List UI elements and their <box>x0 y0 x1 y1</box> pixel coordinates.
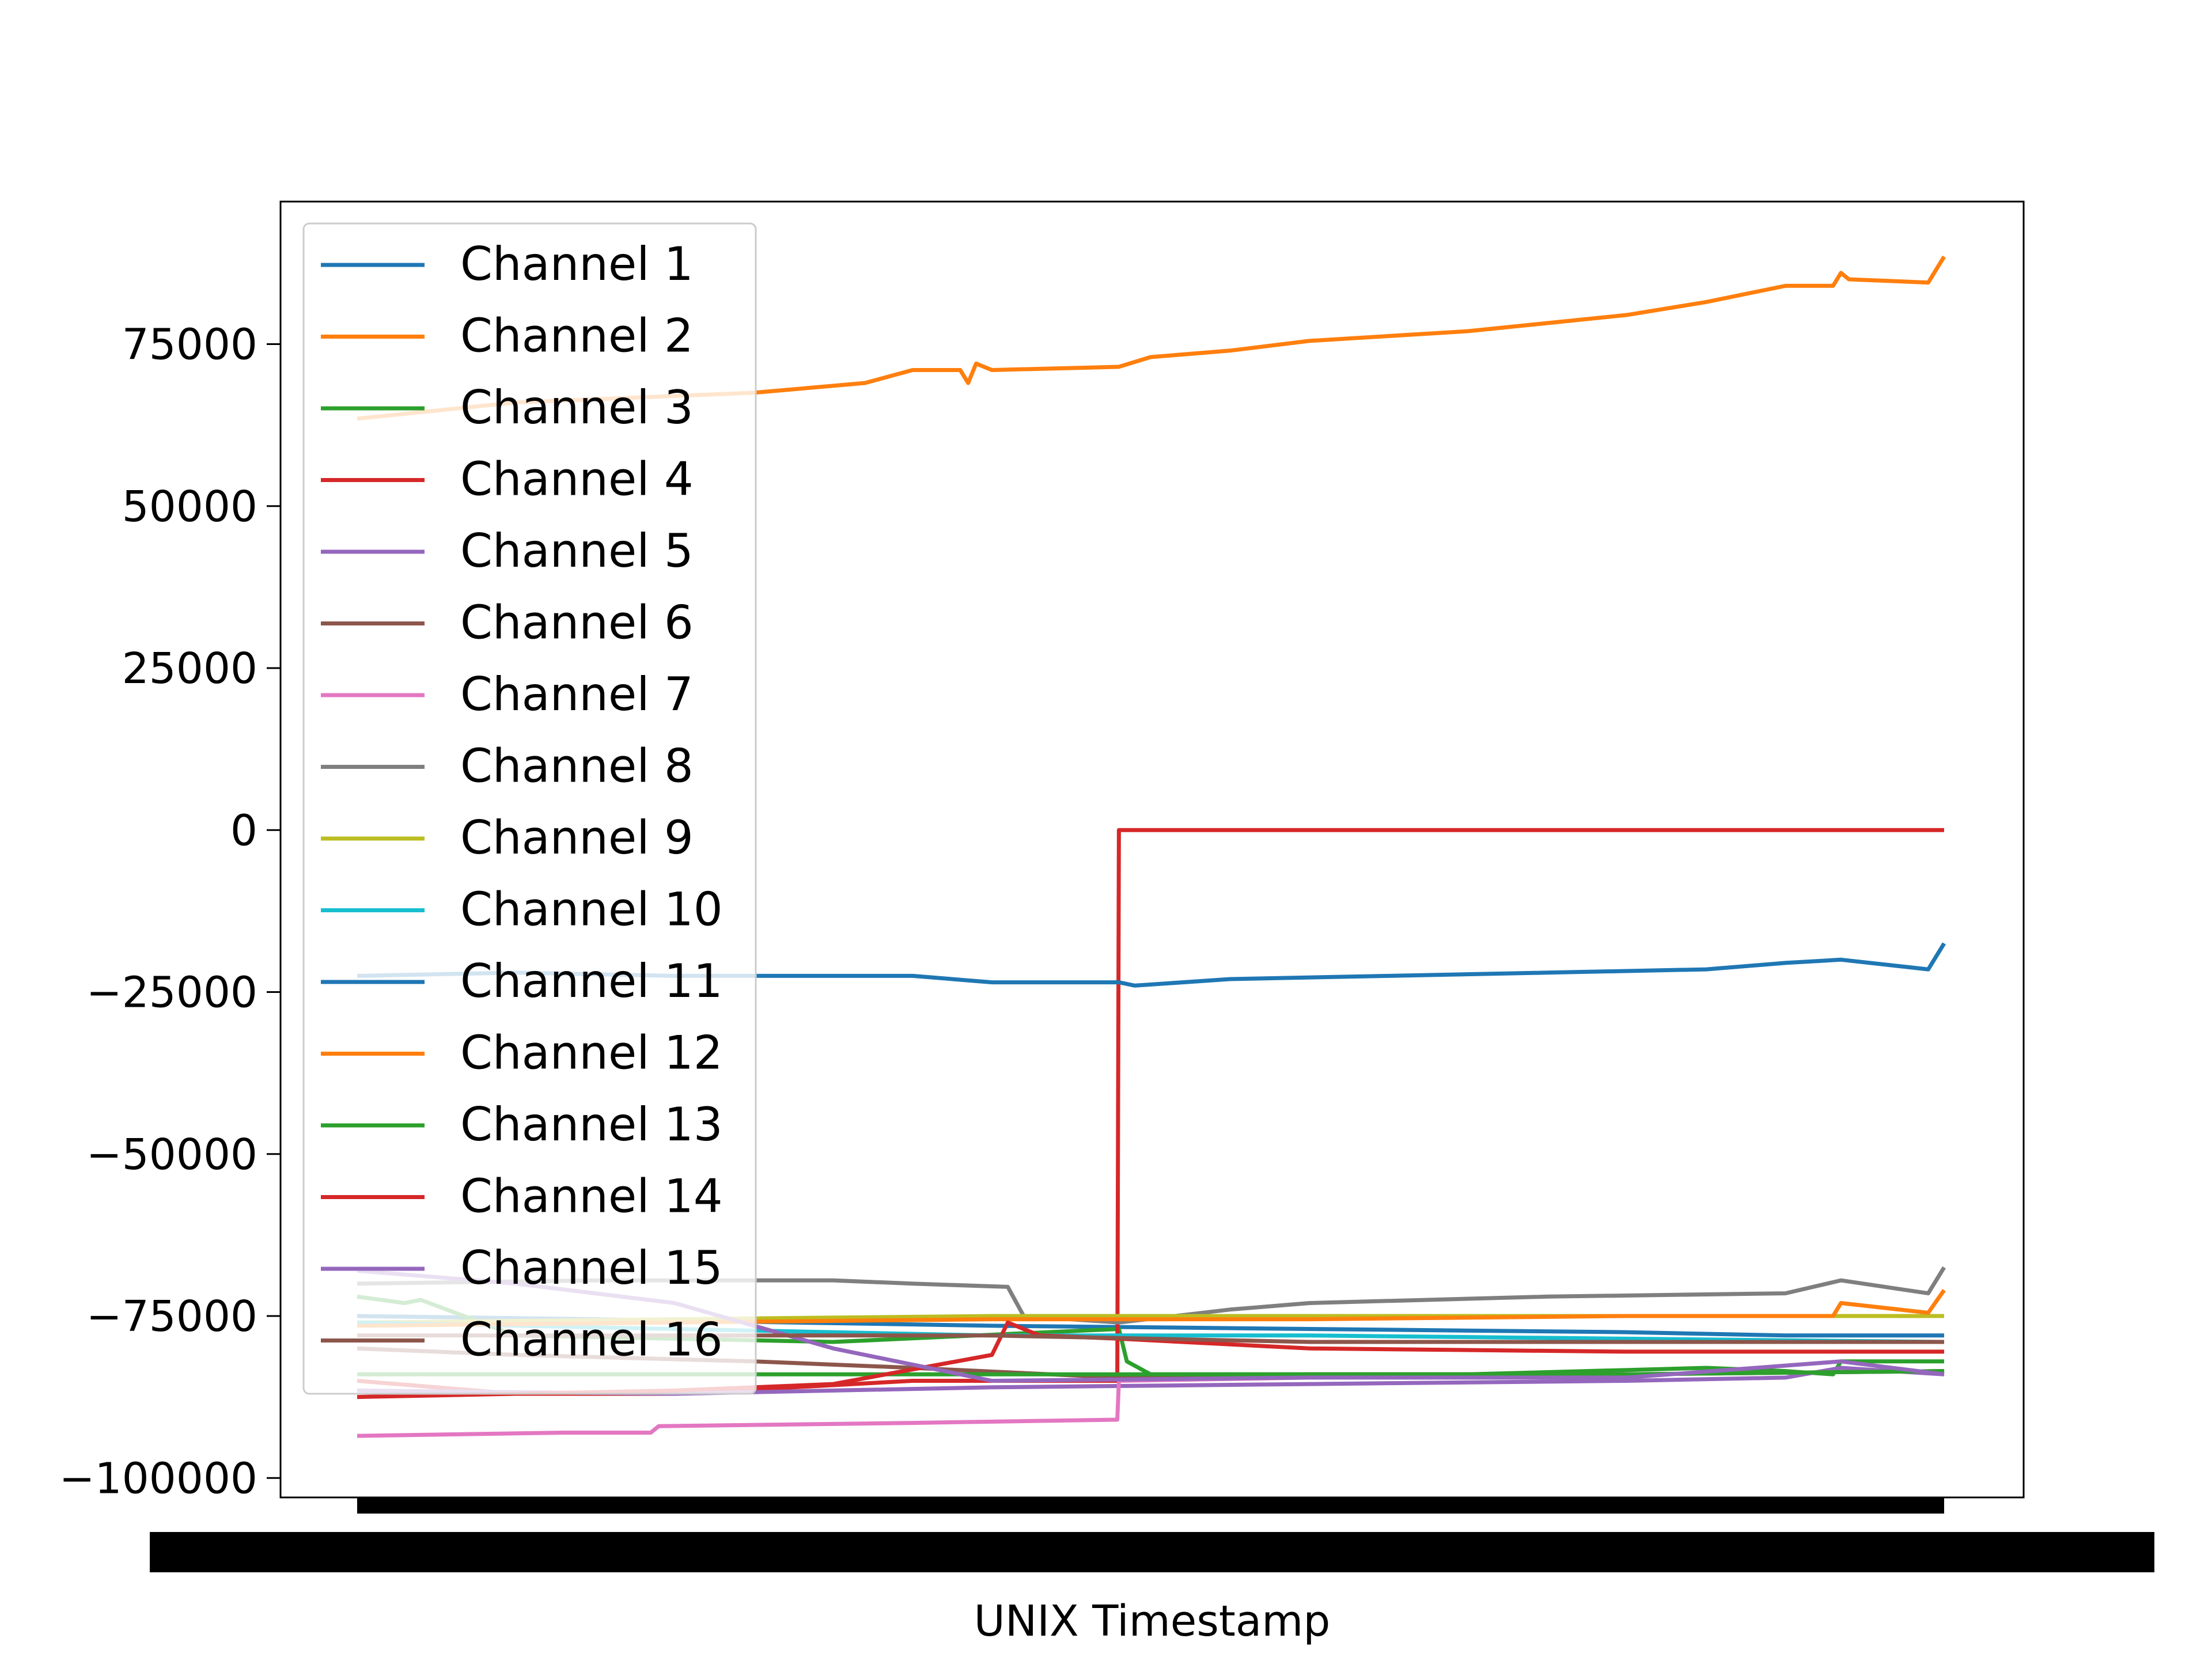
legend-item-channel-4: Channel 4 <box>321 453 694 506</box>
legend-item-channel-13: Channel 13 <box>321 1098 723 1151</box>
legend-item-channel-2: Channel 2 <box>321 309 694 363</box>
legend-label: Channel 11 <box>460 954 723 1008</box>
legend-label: Channel 2 <box>460 309 694 363</box>
y-tick-label: 25000 <box>122 644 257 693</box>
legend-item-channel-5: Channel 5 <box>321 524 694 578</box>
legend-label: Channel 14 <box>460 1170 723 1223</box>
legend-item-channel-9: Channel 9 <box>321 811 694 864</box>
legend-item-channel-7: Channel 7 <box>321 668 694 721</box>
legend-label: Channel 13 <box>460 1098 723 1151</box>
x-tick-labels-overlap <box>150 1532 2154 1572</box>
legend-item-channel-12: Channel 12 <box>321 1026 723 1080</box>
legend-label: Channel 1 <box>460 237 694 291</box>
legend-label: Channel 7 <box>460 668 694 721</box>
y-axis: 75000 50000 25000 0 −25000 −50000 −75000 −10000… <box>59 320 281 1503</box>
y-tick-label: 75000 <box>122 320 257 370</box>
y-tick-label: 50000 <box>122 482 257 532</box>
legend-box <box>302 222 757 1395</box>
y-tick-label: 0 <box>230 806 257 855</box>
legend-item-channel-14: Channel 14 <box>321 1170 723 1223</box>
legend-label: Channel 15 <box>460 1241 723 1295</box>
legend-label: Channel 12 <box>460 1026 723 1080</box>
legend-item-channel-10: Channel 10 <box>321 883 723 936</box>
y-tick-label: −100000 <box>59 1454 258 1503</box>
legend-label: Channel 5 <box>460 524 694 578</box>
y-tick-label: −50000 <box>86 1130 257 1180</box>
legend-item-channel-16: Channel 16 <box>321 1313 723 1367</box>
y-tick-label: −25000 <box>86 968 257 1018</box>
legend-item-channel-3: Channel 3 <box>321 381 694 434</box>
legend-item-channel-6: Channel 6 <box>321 596 694 650</box>
legend: Channel 1 Channel 2 Channel 3 Channel 4 Chan… <box>302 222 757 1395</box>
x-axis-label: UNIX Timestamp <box>974 1596 1331 1646</box>
series-line-channel-2 <box>357 255 1946 421</box>
legend-item-channel-11: Channel 11 <box>321 954 723 1008</box>
legend-label: Channel 10 <box>460 883 723 936</box>
legend-item-channel-15: Channel 15 <box>321 1241 723 1295</box>
series-line-channel-12 <box>357 1288 1946 1328</box>
legend-item-channel-8: Channel 8 <box>321 740 694 793</box>
legend-item-channel-1: Channel 1 <box>321 237 694 291</box>
legend-label: Channel 3 <box>460 381 694 434</box>
legend-label: Channel 6 <box>460 596 694 650</box>
legend-label: Channel 9 <box>460 811 694 864</box>
x-tick-marks-band <box>357 1497 1944 1514</box>
x-tick-marks <box>150 1497 2154 1572</box>
legend-label: Channel 16 <box>460 1313 723 1367</box>
y-tick-label: −75000 <box>86 1292 257 1341</box>
legend-label: Channel 4 <box>460 453 694 506</box>
legend-label: Channel 8 <box>460 740 694 793</box>
plot-frame <box>279 200 2025 1499</box>
